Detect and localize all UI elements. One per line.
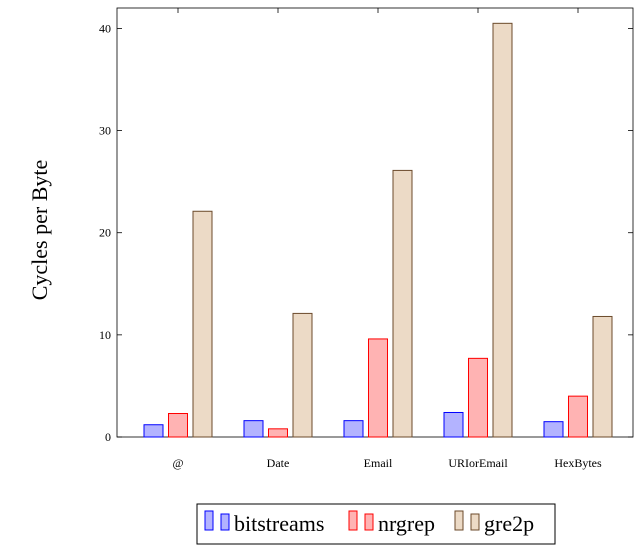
bar-nrgrep [468,357,488,438]
x-tick-label: URIorEmail [448,456,508,470]
tick-labels-group: 0 10 20 30 40 @ Date Email URIorEmail HexBytes [99,21,602,470]
y-tick-label: 30 [99,124,111,138]
legend-swatch-nrgrep [348,510,358,531]
y-tick-label: 40 [99,21,111,35]
bar-gre2p [592,315,613,438]
legend: bitstreams nrgrep gre2p [196,503,556,545]
x-tick-label: Date [267,456,290,470]
bar-nrgrep [168,413,188,438]
legend-swatch-nrgrep-2 [364,513,374,531]
y-tick-label: 0 [105,430,111,444]
bars-group [143,22,613,438]
bar-bitstreams [343,420,364,438]
bar-nrgrep [368,338,388,438]
x-tick-label: Email [364,456,393,470]
legend-label-gre2p: gre2p [484,511,534,536]
legend-label-bitstreams: bitstreams [234,511,324,536]
legend-swatch-gre2p-2 [470,513,480,531]
bar-gre2p [192,210,213,438]
legend-swatch-gre2p [454,510,464,531]
legend-swatch-bitstreams-2 [220,513,230,531]
bar-nrgrep [268,428,288,438]
y-tick-label: 20 [99,226,111,240]
y-tick-label: 10 [99,328,111,342]
bar-bitstreams [443,411,464,438]
bar-bitstreams [243,420,264,438]
x-tick-label: HexBytes [554,456,602,470]
y-axis-label: Cycles per Byte [27,160,52,301]
x-tick-label: @ [172,456,183,470]
legend-box [196,503,556,545]
legend-swatch-bitstreams [204,510,214,531]
bar-bitstreams [543,421,564,438]
bar-gre2p [492,22,513,438]
bar-nrgrep [568,395,588,438]
legend-label-nrgrep: nrgrep [378,511,435,536]
bar-gre2p [392,169,413,438]
bar-bitstreams [143,424,164,438]
bar-gre2p [292,312,313,438]
